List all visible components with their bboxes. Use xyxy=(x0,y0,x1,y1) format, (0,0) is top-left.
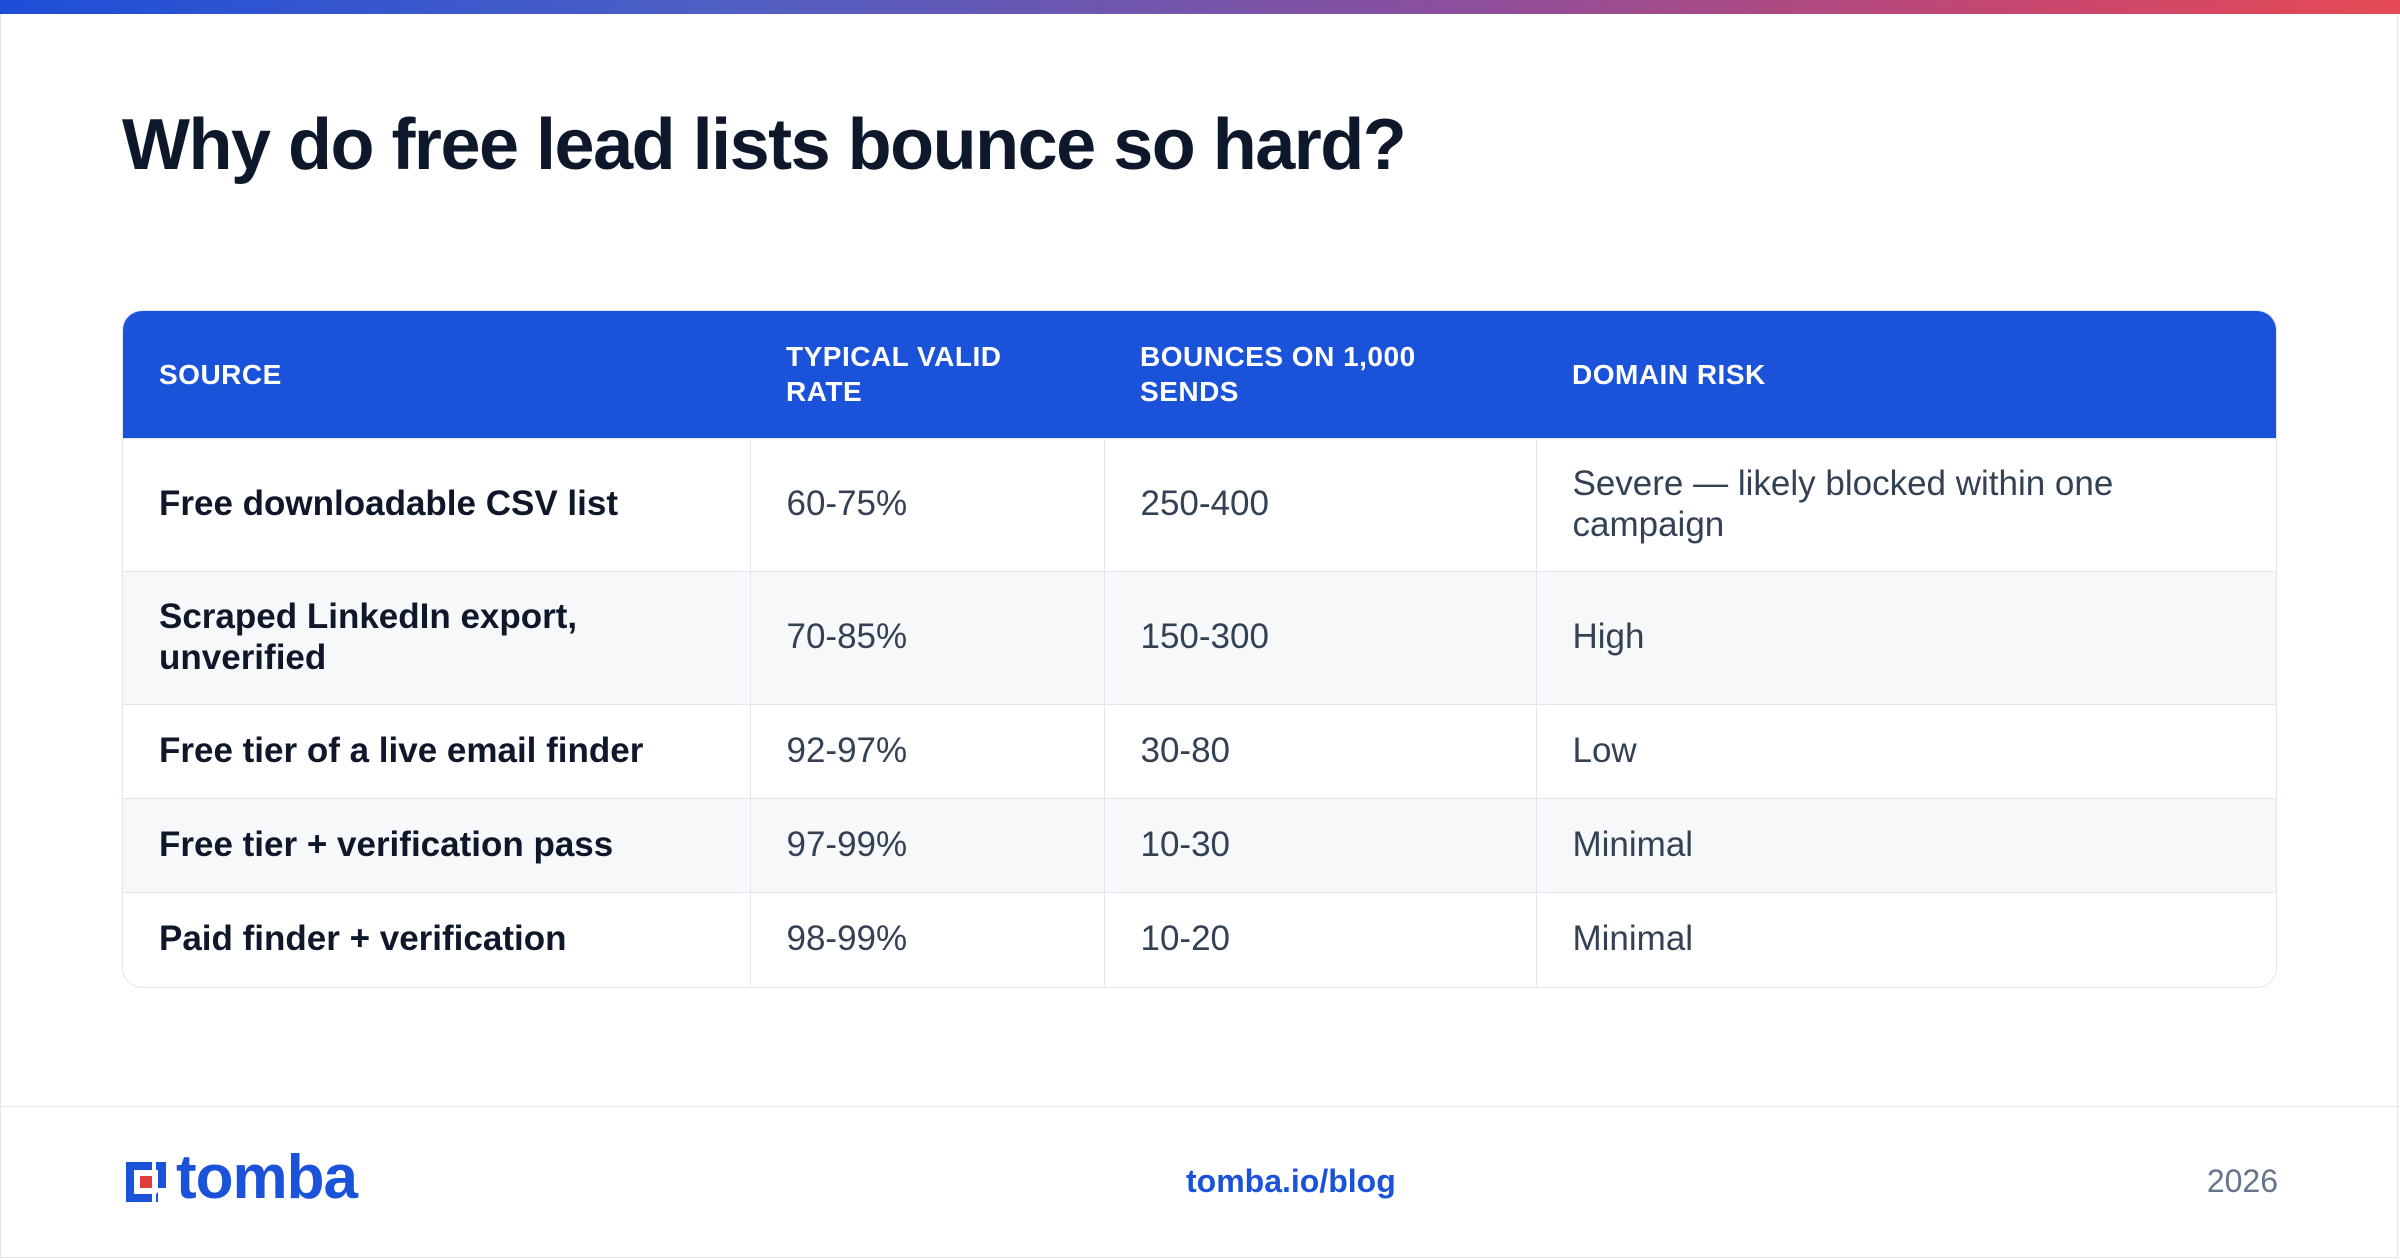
cell-source: Scraped LinkedIn export, unverified xyxy=(159,597,578,677)
tomba-logo-icon xyxy=(126,1162,166,1202)
cell-valid-rate: 97-99% xyxy=(749,798,1104,892)
cell-valid-rate: 70-85% xyxy=(749,571,1104,704)
cell-valid-rate: 92-97% xyxy=(749,704,1104,798)
cell-bounces: 30-80 xyxy=(1103,704,1536,798)
cell-domain-risk: Minimal xyxy=(1535,798,2276,892)
table-row: Free downloadable CSV list 60-75% 250-40… xyxy=(123,438,2276,571)
cell-bounces: 150-300 xyxy=(1103,571,1536,704)
header-domain-risk: DOMAIN RISK xyxy=(1572,358,1766,390)
table-row: Free tier + verification pass 97-99% 10-… xyxy=(123,798,2276,892)
header-source: SOURCE xyxy=(159,358,282,390)
top-gradient-bar xyxy=(0,0,2400,14)
header-valid-rate: TYPICAL VALID RATE xyxy=(786,341,1002,408)
footer-year: 2026 xyxy=(2206,1163,2278,1199)
page-title: Why do free lead lists bounce so hard? xyxy=(122,105,1407,185)
blog-link[interactable]: tomba.io/blog xyxy=(1186,1163,1396,1199)
cell-source: Free tier + verification pass xyxy=(159,824,614,864)
tomba-logo[interactable]: tomba xyxy=(122,1147,358,1209)
table-row: Scraped LinkedIn export, unverified 70-8… xyxy=(123,571,2276,704)
cell-valid-rate: 98-99% xyxy=(749,892,1104,986)
cell-source: Paid finder + verification xyxy=(159,919,567,959)
cell-domain-risk: Low xyxy=(1535,704,2276,798)
footer-divider xyxy=(0,1106,2400,1107)
table-header-row: SOURCE TYPICAL VALID RATE BOUNCES ON 1,0… xyxy=(123,311,2276,438)
cell-domain-risk: High xyxy=(1535,571,2276,704)
cell-source: Free tier of a live email finder xyxy=(159,730,644,770)
cell-bounces: 250-400 xyxy=(1103,438,1536,571)
cell-domain-risk: Minimal xyxy=(1535,892,2276,986)
cell-bounces: 10-30 xyxy=(1103,798,1536,892)
logo-wordmark: tomba xyxy=(176,1143,358,1212)
header-bounces: BOUNCES ON 1,000 SENDS xyxy=(1140,341,1416,408)
cell-valid-rate: 60-75% xyxy=(749,438,1104,571)
table-row: Free tier of a live email finder 92-97% … xyxy=(123,704,2276,798)
cell-bounces: 10-20 xyxy=(1103,892,1536,986)
comparison-table: SOURCE TYPICAL VALID RATE BOUNCES ON 1,0… xyxy=(122,310,2277,988)
cell-domain-risk: Severe — likely blocked within one campa… xyxy=(1535,438,2276,571)
table-row: Paid finder + verification 98-99% 10-20 … xyxy=(123,892,2276,986)
cell-source: Free downloadable CSV list xyxy=(159,484,618,524)
